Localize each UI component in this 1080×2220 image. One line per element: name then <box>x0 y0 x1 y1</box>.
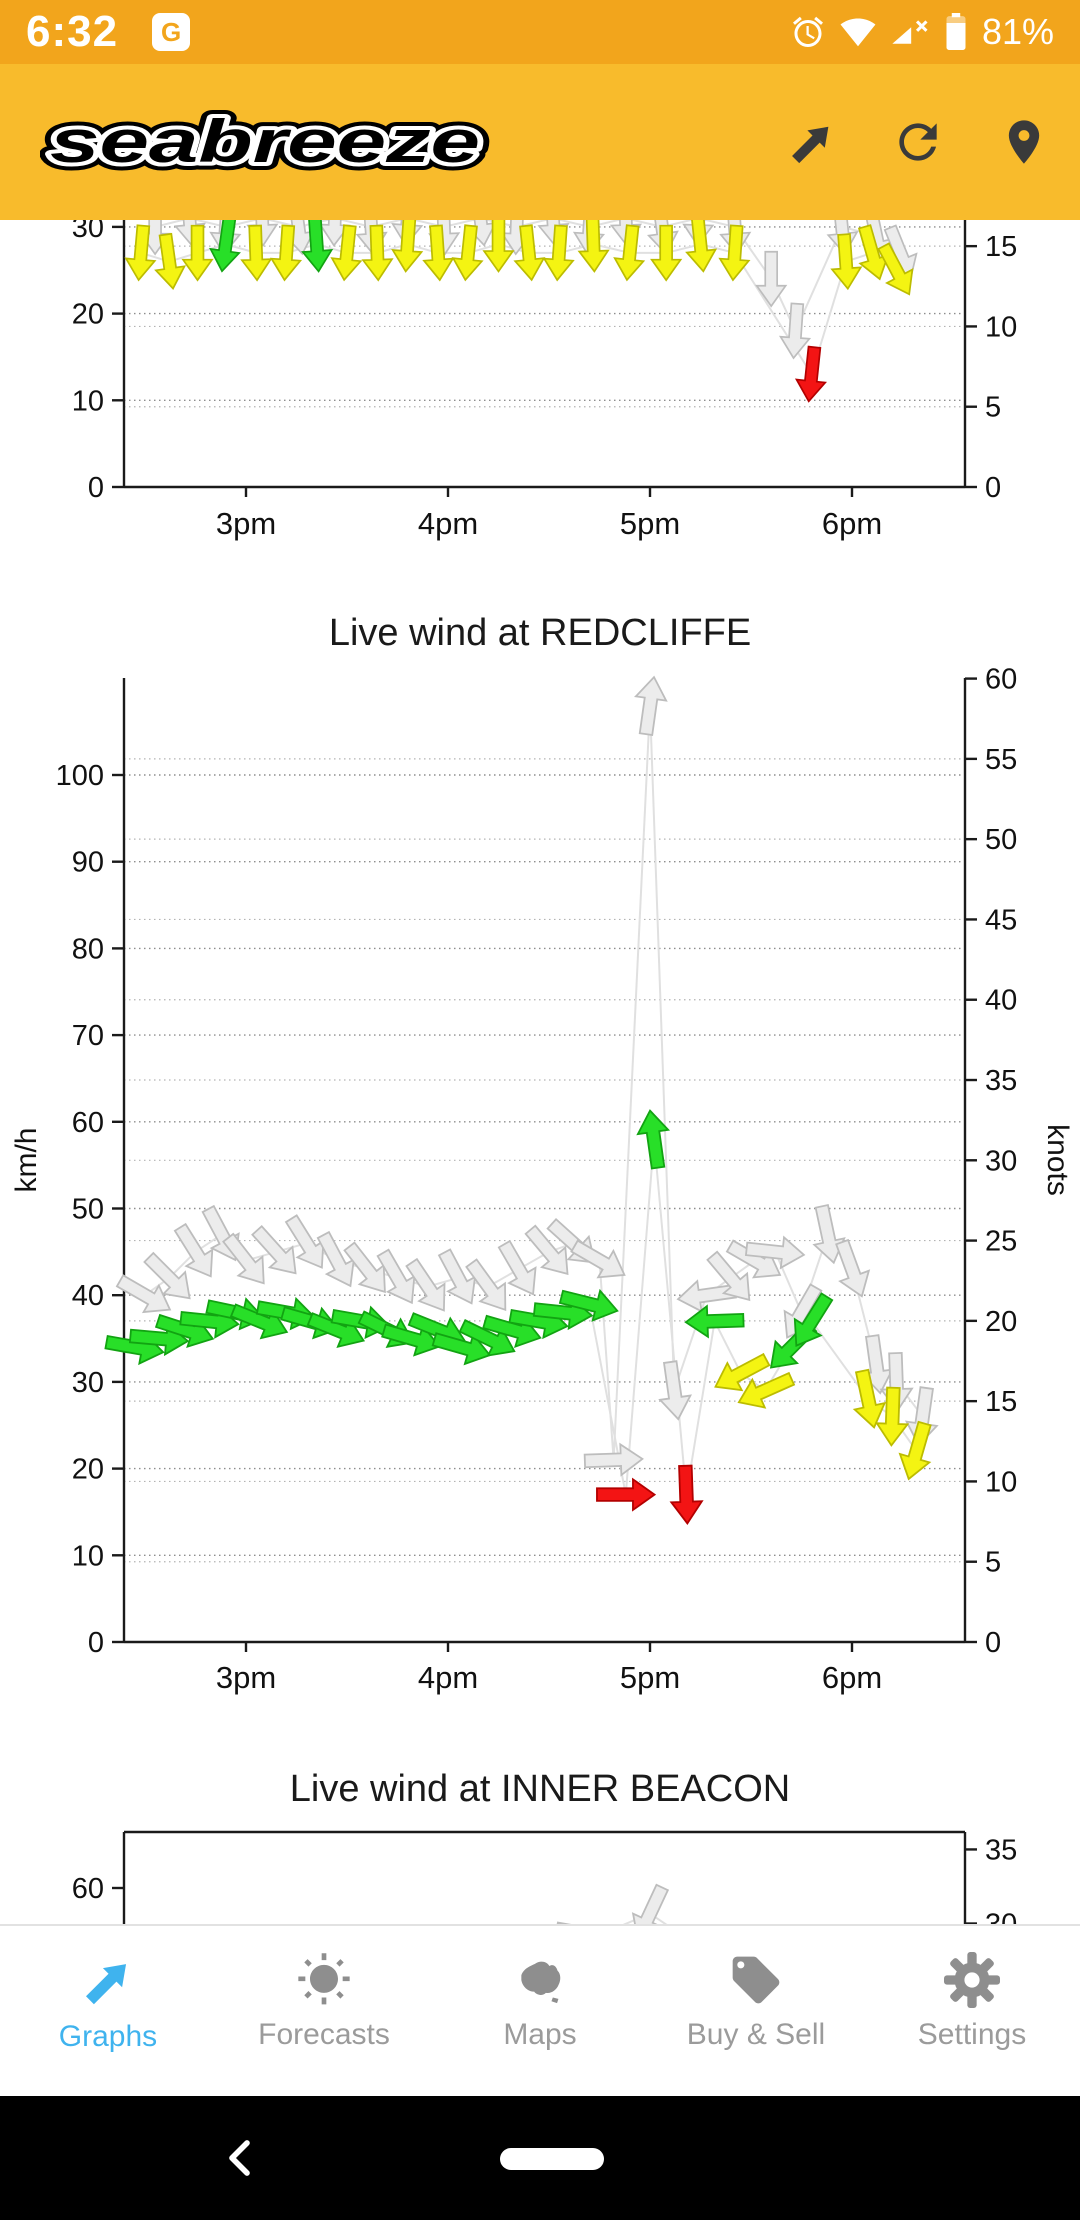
back-icon[interactable] <box>222 2138 262 2178</box>
svg-text:30: 30 <box>985 1145 1017 1177</box>
notification-badge-letter: G <box>160 16 182 47</box>
wifi-icon <box>840 18 876 47</box>
svg-text:60: 60 <box>72 1873 104 1905</box>
svg-text:30: 30 <box>72 1367 104 1399</box>
chart-title-inner-beacon: Live wind at INNER BEACON <box>289 1768 791 1810</box>
svg-text:4pm: 4pm <box>418 1660 478 1695</box>
status-icons: 81% <box>790 11 1054 53</box>
battery-icon <box>946 13 966 50</box>
android-navigation-bar <box>0 2096 1080 2220</box>
home-pill[interactable] <box>500 2148 604 2170</box>
svg-text:35: 35 <box>985 1065 1017 1097</box>
nav-item-settings[interactable]: Settings <box>864 1926 1080 2096</box>
svg-text:5pm: 5pm <box>620 1660 680 1695</box>
graphs-arrow-icon <box>80 1954 136 2010</box>
svg-text:0: 0 <box>985 1627 1001 1659</box>
svg-text:0: 0 <box>88 1627 104 1659</box>
battery-percent: 81% <box>981 11 1054 52</box>
refresh-icon[interactable] <box>890 114 946 170</box>
nav-label: Graphs <box>58 2020 158 2053</box>
svg-text:35: 35 <box>985 1834 1017 1866</box>
svg-text:10: 10 <box>985 311 1017 343</box>
svg-text:10: 10 <box>72 385 104 417</box>
nav-label: Maps <box>503 2018 577 2051</box>
svg-text:20: 20 <box>72 299 104 331</box>
tag-icon <box>732 1956 780 2004</box>
wind-arrow-icon[interactable] <box>784 114 840 170</box>
svg-text:4pm: 4pm <box>418 506 478 541</box>
svg-text:5pm: 5pm <box>620 506 680 541</box>
svg-text:3pm: 3pm <box>216 506 276 541</box>
svg-text:55: 55 <box>985 744 1017 776</box>
svg-text:10: 10 <box>72 1540 104 1572</box>
svg-text:45: 45 <box>985 904 1017 936</box>
svg-text:50: 50 <box>985 824 1017 856</box>
svg-text:15: 15 <box>985 231 1017 263</box>
seabreeze-logo: seabreeze seabreeze <box>42 100 488 183</box>
nav-item-buy-sell[interactable]: Buy & Sell <box>648 1926 864 2096</box>
svg-text:0: 0 <box>985 472 1001 504</box>
svg-text:100: 100 <box>56 760 104 792</box>
nav-item-graphs[interactable]: Graphs <box>0 1926 216 2096</box>
signal-no-internet-icon <box>892 20 928 44</box>
nav-item-forecasts[interactable]: Forecasts <box>216 1926 432 2096</box>
chart-title-redcliffe: Live wind at REDCLIFFE <box>328 612 752 654</box>
notification-icon-ge: G <box>152 13 191 51</box>
australia-icon <box>521 1961 561 2004</box>
svg-text:50: 50 <box>72 1194 104 1226</box>
svg-text:80: 80 <box>72 933 104 965</box>
alarm-icon <box>792 16 823 47</box>
status-bar: 6:32 G 81% <box>0 0 1080 64</box>
svg-text:20: 20 <box>72 1454 104 1486</box>
logo-text-outline: seabreeze <box>50 108 480 175</box>
svg-text:70: 70 <box>72 1020 104 1052</box>
nav-label: Settings <box>917 2018 1027 2051</box>
location-pin-icon[interactable] <box>996 114 1052 170</box>
svg-text:3pm: 3pm <box>216 1660 276 1695</box>
svg-text:0: 0 <box>88 472 104 504</box>
svg-text:km/h: km/h <box>10 1127 43 1192</box>
svg-text:6pm: 6pm <box>822 1660 882 1695</box>
app-header: seabreeze seabreeze <box>0 64 1080 220</box>
nav-label: Forecasts <box>258 2018 390 2051</box>
svg-text:30: 30 <box>985 1909 1017 1924</box>
wind-chart-inner-beacon: 60 35 30 <box>72 1830 1017 1924</box>
logo-text: seabreeze <box>50 108 480 175</box>
svg-text:25: 25 <box>985 1226 1017 1258</box>
wind-chart-redcliffe: 0 10 20 30 40 50 60 70 80 90 100 0 5 10 15 20 25 30 35 40 45… <box>10 668 1074 1695</box>
svg-text:20: 20 <box>985 1306 1017 1338</box>
svg-text:10: 10 <box>985 1466 1017 1498</box>
gear-icon <box>944 1952 1000 2008</box>
svg-text:15: 15 <box>985 1386 1017 1418</box>
svg-text:40: 40 <box>72 1280 104 1312</box>
clock-time: 6:32 <box>26 7 119 56</box>
svg-text:60: 60 <box>985 668 1017 696</box>
header-actions <box>784 114 1052 170</box>
svg-text:30: 30 <box>72 220 104 244</box>
svg-text:90: 90 <box>72 847 104 879</box>
svg-text:knots: knots <box>1041 1124 1074 1196</box>
nav-item-maps[interactable]: Maps <box>432 1926 648 2096</box>
svg-text:40: 40 <box>985 985 1017 1017</box>
svg-text:6pm: 6pm <box>822 506 882 541</box>
svg-text:60: 60 <box>72 1107 104 1139</box>
svg-text:5: 5 <box>985 392 1001 424</box>
sun-icon <box>298 1953 350 2005</box>
wind-chart-partial-top: 0 10 20 30 0 5 10 15 3pm 4pm 5pm 6pm <box>72 220 1017 541</box>
svg-text:5: 5 <box>985 1547 1001 1579</box>
nav-label: Buy & Sell <box>686 2018 826 2051</box>
bottom-nav: Graphs Forecasts Maps Buy & Sell <box>0 1924 1080 2096</box>
